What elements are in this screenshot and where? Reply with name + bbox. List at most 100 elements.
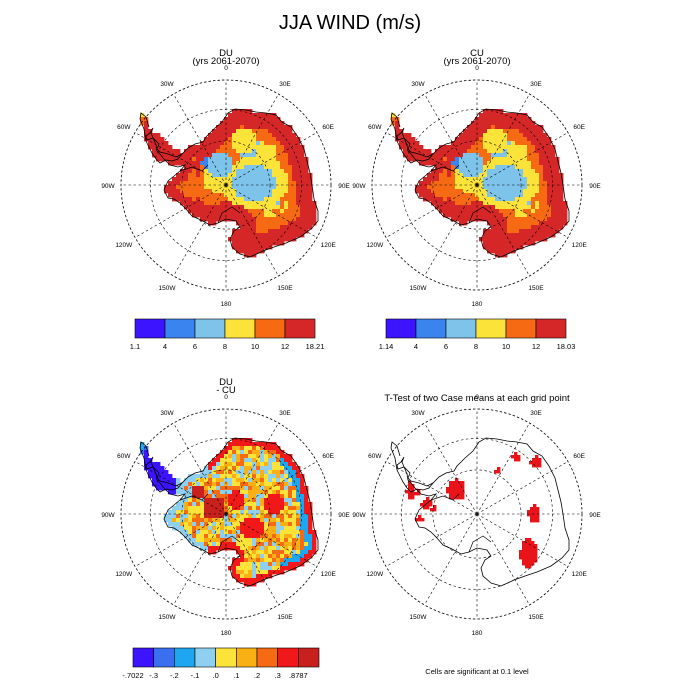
wind-grid-cell bbox=[228, 498, 233, 503]
wind-grid-cell bbox=[184, 518, 189, 523]
wind-grid-cell bbox=[491, 241, 496, 246]
wind-grid-cell bbox=[188, 181, 193, 186]
wind-grid-cell bbox=[232, 494, 237, 499]
wind-grid-cell bbox=[499, 173, 504, 178]
wind-grid-cell bbox=[276, 510, 281, 515]
colorbar-swatch bbox=[535, 318, 567, 339]
wind-grid-cell bbox=[284, 153, 289, 158]
wind-grid-cell bbox=[471, 193, 476, 198]
wind-grid-cell bbox=[483, 233, 488, 238]
wind-grid-cell bbox=[240, 546, 245, 551]
wind-grid-cell bbox=[244, 438, 249, 443]
wind-grid-cell bbox=[248, 169, 253, 174]
wind-grid-cell bbox=[152, 470, 157, 475]
wind-grid-cell bbox=[276, 530, 281, 535]
wind-grid-cell bbox=[192, 474, 197, 479]
wind-grid-cell bbox=[284, 498, 289, 503]
wind-grid-cell bbox=[551, 169, 556, 174]
wind-grid-cell bbox=[304, 185, 309, 190]
wind-grid-cell bbox=[507, 197, 512, 202]
wind-grid-cell bbox=[184, 153, 189, 158]
wind-grid-cell bbox=[527, 125, 532, 130]
wind-grid-cell bbox=[304, 193, 309, 198]
wind-grid-cell bbox=[419, 189, 424, 194]
wind-grid-cell bbox=[471, 157, 476, 162]
wind-grid-cell bbox=[519, 233, 524, 238]
wind-grid-cell bbox=[192, 498, 197, 503]
significant-cell bbox=[458, 484, 462, 488]
wind-grid-cell bbox=[220, 137, 225, 142]
wind-grid-cell bbox=[555, 165, 560, 170]
wind-grid-cell bbox=[188, 530, 193, 535]
wind-grid-cell bbox=[459, 209, 464, 214]
wind-grid-cell bbox=[451, 177, 456, 182]
wind-grid-cell bbox=[208, 502, 213, 507]
wind-grid-cell bbox=[212, 133, 217, 138]
colorbar-swatch bbox=[153, 647, 175, 668]
wind-grid-cell bbox=[264, 518, 269, 523]
wind-grid-cell bbox=[268, 462, 273, 467]
wind-grid-cell bbox=[391, 121, 396, 126]
wind-grid-cell bbox=[208, 169, 213, 174]
wind-grid-cell bbox=[164, 157, 169, 162]
wind-grid-cell bbox=[204, 217, 209, 222]
wind-grid-cell bbox=[212, 534, 217, 539]
wind-grid-cell bbox=[519, 209, 524, 214]
wind-grid-cell bbox=[200, 157, 205, 162]
wind-grid-cell bbox=[523, 153, 528, 158]
wind-grid-cell bbox=[535, 173, 540, 178]
wind-grid-cell bbox=[284, 494, 289, 499]
wind-grid-cell bbox=[236, 578, 241, 583]
wind-grid-cell bbox=[288, 193, 293, 198]
wind-grid-cell bbox=[280, 169, 285, 174]
wind-grid-cell bbox=[204, 145, 209, 150]
wind-grid-cell bbox=[204, 193, 209, 198]
wind-grid-cell bbox=[531, 165, 536, 170]
wind-grid-cell bbox=[443, 209, 448, 214]
wind-grid-cell bbox=[523, 121, 528, 126]
wind-grid-cell bbox=[479, 213, 484, 218]
wind-grid-cell bbox=[208, 498, 213, 503]
wind-grid-cell bbox=[268, 125, 273, 130]
wind-grid-cell bbox=[168, 161, 173, 166]
wind-grid-cell bbox=[523, 129, 528, 134]
wind-grid-cell bbox=[184, 526, 189, 531]
wind-grid-cell bbox=[280, 526, 285, 531]
wind-grid-cell bbox=[260, 542, 265, 547]
wind-grid-cell bbox=[264, 482, 269, 487]
wind-grid-cell bbox=[527, 165, 532, 170]
wind-grid-cell bbox=[491, 225, 496, 230]
wind-grid-cell bbox=[248, 550, 253, 555]
wind-grid-cell bbox=[252, 245, 257, 250]
longitude-label: 30E bbox=[279, 81, 291, 88]
wind-grid-cell bbox=[539, 129, 544, 134]
wind-grid-cell bbox=[284, 129, 289, 134]
wind-grid-cell bbox=[499, 149, 504, 154]
wind-grid-cell bbox=[268, 538, 273, 543]
wind-grid-cell bbox=[519, 141, 524, 146]
wind-grid-cell bbox=[284, 506, 289, 511]
wind-grid-cell bbox=[232, 141, 237, 146]
wind-grid-cell bbox=[192, 518, 197, 523]
wind-grid-cell bbox=[156, 482, 161, 487]
map-boundary-circle bbox=[371, 79, 583, 291]
wind-grid-cell bbox=[531, 145, 536, 150]
significant-cell bbox=[461, 490, 465, 494]
wind-grid-cell bbox=[208, 137, 213, 142]
wind-grid-cell bbox=[296, 213, 301, 218]
wind-grid-cell bbox=[403, 141, 408, 146]
significant-cell bbox=[411, 490, 415, 494]
wind-grid-cell bbox=[463, 153, 468, 158]
wind-grid-cell bbox=[539, 141, 544, 146]
ice-shelf-line bbox=[217, 535, 241, 553]
wind-grid-cell bbox=[256, 554, 261, 559]
wind-grid-cell bbox=[140, 113, 145, 118]
wind-grid-cell bbox=[491, 233, 496, 238]
wind-grid-cell bbox=[208, 157, 213, 162]
significant-cell bbox=[525, 556, 529, 560]
wind-grid-cell bbox=[531, 173, 536, 178]
wind-grid-cell bbox=[224, 173, 229, 178]
meridian-gridline bbox=[225, 422, 279, 515]
wind-grid-cell bbox=[208, 193, 213, 198]
significant-cell bbox=[528, 538, 532, 542]
